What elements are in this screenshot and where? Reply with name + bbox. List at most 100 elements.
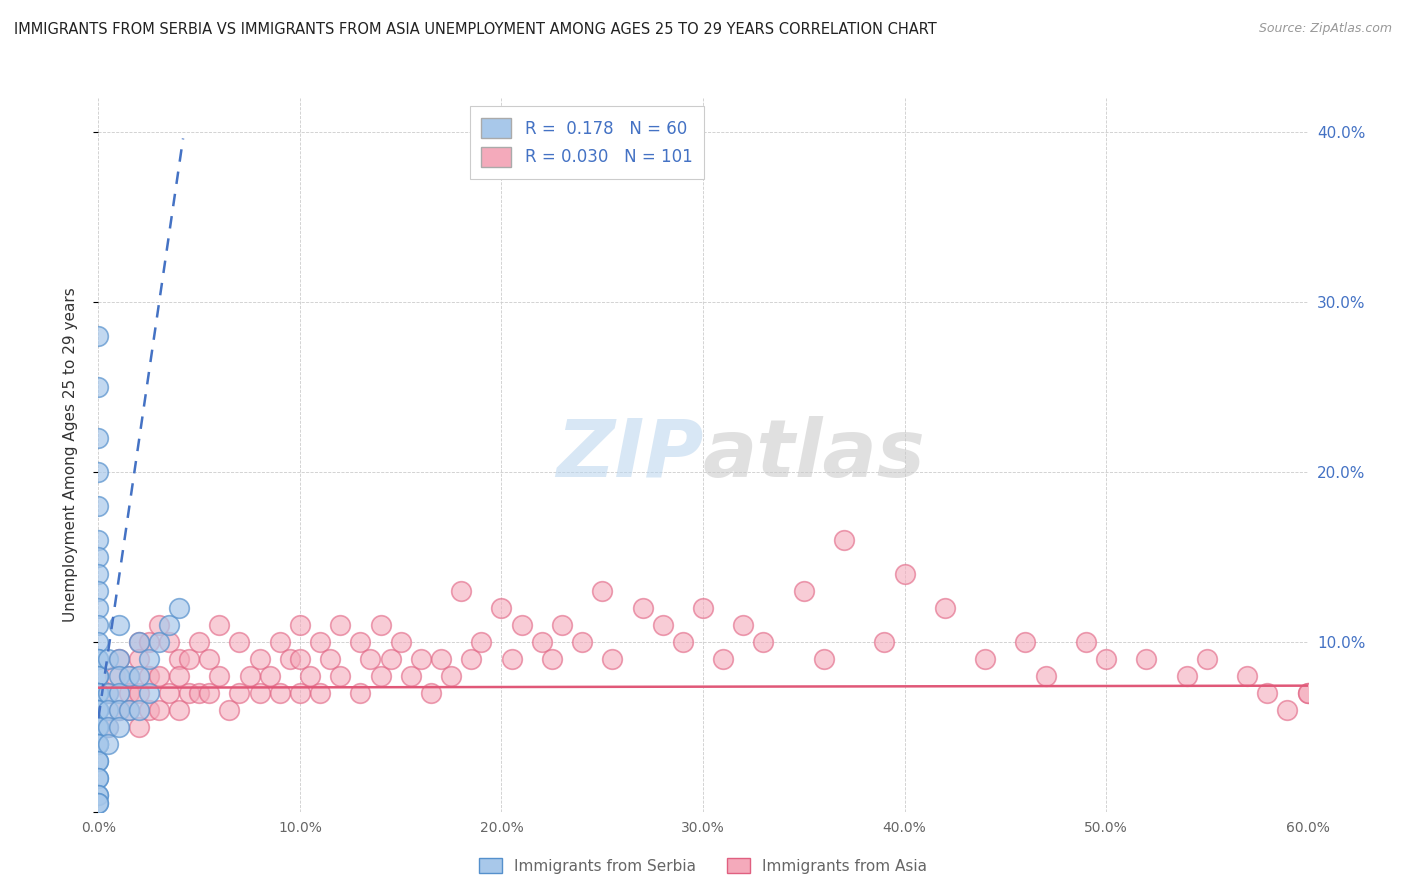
Point bbox=[87, 566, 110, 581]
Point bbox=[87, 686, 110, 700]
Point bbox=[299, 669, 322, 683]
Point bbox=[228, 635, 250, 649]
Point bbox=[87, 669, 110, 683]
Point bbox=[97, 703, 120, 717]
Point bbox=[87, 499, 110, 513]
Point bbox=[128, 686, 150, 700]
Point bbox=[934, 600, 956, 615]
Point bbox=[399, 669, 422, 683]
Point bbox=[138, 635, 160, 649]
Point bbox=[409, 652, 432, 666]
Point bbox=[103, 669, 125, 683]
Point bbox=[1236, 669, 1258, 683]
Point bbox=[87, 669, 110, 683]
Point bbox=[470, 635, 492, 649]
Point bbox=[167, 669, 190, 683]
Point bbox=[118, 703, 141, 717]
Point bbox=[138, 686, 160, 700]
Point bbox=[167, 703, 190, 717]
Point bbox=[138, 652, 160, 666]
Point bbox=[128, 652, 150, 666]
Point bbox=[107, 652, 129, 666]
Point bbox=[107, 669, 129, 683]
Point bbox=[118, 703, 141, 717]
Point bbox=[87, 652, 110, 666]
Point bbox=[239, 669, 262, 683]
Point bbox=[692, 600, 714, 615]
Point bbox=[1256, 686, 1278, 700]
Point bbox=[97, 652, 120, 666]
Point bbox=[208, 617, 231, 632]
Point bbox=[1175, 669, 1198, 683]
Point bbox=[87, 703, 110, 717]
Point bbox=[1035, 669, 1057, 683]
Point bbox=[501, 652, 523, 666]
Point bbox=[167, 652, 190, 666]
Point bbox=[97, 737, 120, 751]
Point bbox=[87, 754, 110, 768]
Point bbox=[148, 635, 170, 649]
Point bbox=[87, 720, 110, 734]
Point bbox=[128, 635, 150, 649]
Point bbox=[87, 737, 110, 751]
Point bbox=[97, 720, 120, 734]
Point bbox=[87, 686, 110, 700]
Text: Source: ZipAtlas.com: Source: ZipAtlas.com bbox=[1258, 22, 1392, 36]
Point bbox=[571, 635, 593, 649]
Point bbox=[87, 703, 110, 717]
Point bbox=[309, 686, 332, 700]
Point bbox=[288, 652, 311, 666]
Text: ZIP: ZIP bbox=[555, 416, 703, 494]
Point bbox=[87, 788, 110, 802]
Point bbox=[380, 652, 402, 666]
Point bbox=[128, 703, 150, 717]
Point bbox=[551, 617, 574, 632]
Point bbox=[228, 686, 250, 700]
Text: atlas: atlas bbox=[703, 416, 925, 494]
Point bbox=[107, 652, 129, 666]
Point bbox=[128, 635, 150, 649]
Point bbox=[510, 617, 533, 632]
Point bbox=[157, 635, 180, 649]
Point bbox=[440, 669, 463, 683]
Point bbox=[87, 686, 110, 700]
Point bbox=[87, 796, 110, 810]
Point bbox=[793, 583, 815, 598]
Point bbox=[1095, 652, 1118, 666]
Point bbox=[420, 686, 443, 700]
Point bbox=[269, 686, 291, 700]
Point bbox=[430, 652, 453, 666]
Point bbox=[148, 617, 170, 632]
Point bbox=[873, 635, 896, 649]
Point bbox=[249, 686, 271, 700]
Point bbox=[179, 686, 201, 700]
Point bbox=[259, 669, 281, 683]
Point bbox=[218, 703, 240, 717]
Point bbox=[87, 703, 110, 717]
Point bbox=[288, 686, 311, 700]
Point bbox=[87, 737, 110, 751]
Text: IMMIGRANTS FROM SERBIA VS IMMIGRANTS FROM ASIA UNEMPLOYMENT AMONG AGES 25 TO 29 : IMMIGRANTS FROM SERBIA VS IMMIGRANTS FRO… bbox=[14, 22, 936, 37]
Point bbox=[319, 652, 342, 666]
Point bbox=[87, 329, 110, 343]
Point bbox=[349, 635, 371, 649]
Point bbox=[733, 617, 755, 632]
Point bbox=[118, 669, 141, 683]
Point bbox=[87, 617, 110, 632]
Point bbox=[179, 652, 201, 666]
Point bbox=[87, 465, 110, 479]
Point bbox=[87, 754, 110, 768]
Point bbox=[87, 720, 110, 734]
Point bbox=[349, 686, 371, 700]
Point bbox=[118, 686, 141, 700]
Point bbox=[278, 652, 301, 666]
Point bbox=[87, 431, 110, 445]
Point bbox=[530, 635, 553, 649]
Point bbox=[389, 635, 412, 649]
Point bbox=[87, 737, 110, 751]
Point bbox=[1014, 635, 1036, 649]
Point bbox=[591, 583, 613, 598]
Point bbox=[491, 600, 513, 615]
Point bbox=[1135, 652, 1157, 666]
Point bbox=[107, 617, 129, 632]
